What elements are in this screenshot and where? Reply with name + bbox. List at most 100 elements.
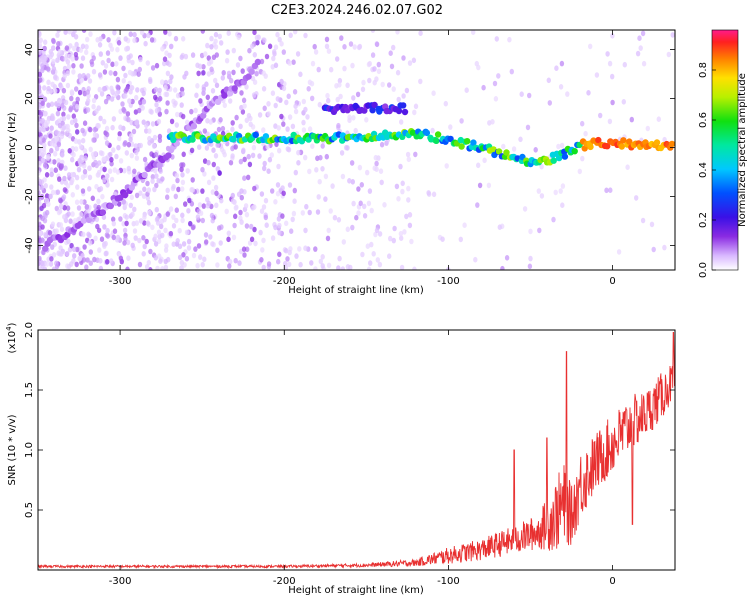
spectrogram-cell (368, 260, 373, 266)
spectrogram-feature-cell (254, 58, 262, 66)
spectrogram-feature-cell (587, 143, 594, 151)
spectrogram-cell (270, 90, 276, 96)
spectrogram-cell (121, 78, 126, 84)
spectrogram-cell (288, 32, 293, 39)
spectrogram-cell (243, 203, 249, 209)
spectrogram-cell (371, 251, 376, 257)
spectrogram-cell (277, 147, 282, 154)
spectrogram-cell (130, 59, 135, 66)
spectrogram-cell (61, 111, 66, 118)
spectrogram-cell (350, 224, 355, 231)
spectrogram-cell (41, 137, 47, 144)
spectrogram-cell (201, 203, 206, 209)
spectrogram-cell (137, 237, 142, 244)
spectrogram-cell (52, 159, 57, 165)
spectrogram-cell (40, 67, 45, 74)
spectrogram-cell (496, 73, 501, 79)
spectrogram-cell (310, 95, 315, 102)
spectrogram-cell (277, 251, 282, 258)
spectrogram-cell (257, 153, 262, 159)
spectrogram-cell (149, 151, 154, 157)
spectrogram-cell (303, 245, 308, 251)
spectrogram-cell (134, 155, 140, 161)
spectrogram-cell (200, 217, 205, 224)
spectrogram-cell (296, 160, 301, 166)
spectrogram-cell (101, 86, 107, 92)
spectrogram-cell (38, 49, 42, 55)
spectrogram-cell (320, 143, 325, 149)
spectrogram-cell (103, 250, 109, 257)
spectrogram-cell (126, 255, 131, 261)
spectrogram-cell (91, 137, 96, 143)
spectrogram-cell (75, 246, 80, 253)
spectrogram-cell (56, 209, 62, 216)
spectrogram-cell (217, 170, 222, 176)
spectrogram-cell (80, 55, 86, 61)
spectrogram-cell (40, 118, 45, 124)
spectrogram-cell (233, 257, 238, 264)
spectrogram-cell (73, 34, 79, 40)
spectrogram-cell (202, 256, 207, 263)
spectrogram-cell (527, 263, 533, 270)
spectrogram-cell (169, 118, 175, 125)
spectrogram-cell (273, 224, 278, 231)
spectrogram-cell (123, 236, 128, 242)
spectrogram-cell (247, 47, 252, 54)
spectrogram-cell (38, 42, 42, 48)
spectrogram-cell (41, 122, 47, 129)
spectrogram-cell (649, 221, 655, 228)
spectrogram-cell (473, 256, 478, 263)
spectrogram-feature-cell (620, 137, 627, 144)
spectrogram-cell (188, 220, 193, 227)
spectrogram-cell (144, 264, 150, 270)
spectrogram-cell (316, 66, 321, 73)
spectrogram-feature-cell (495, 148, 503, 155)
spectrogram-cell (246, 112, 252, 119)
spectrogram-cell (57, 122, 63, 129)
spectrogram-cell (122, 240, 127, 246)
spectrogram-cell (337, 82, 342, 88)
spectrogram-cell (39, 194, 45, 201)
spectrogram-cell (66, 172, 72, 178)
spectrogram-feature-cell (156, 162, 163, 169)
spectrogram-cell (189, 187, 194, 193)
spectrogram-cell (200, 30, 205, 34)
spectrogram-cell (276, 163, 281, 170)
spectrogram-cell (77, 157, 82, 164)
spectrogram-cell (177, 227, 182, 234)
spectrogram-cell (174, 217, 179, 224)
spectrogram-cell (430, 127, 435, 134)
spectrogram-cell (159, 223, 164, 230)
spectrogram-cell (72, 218, 78, 224)
spectrogram-cell (141, 235, 146, 241)
spectrogram-cell (287, 182, 293, 188)
spectrogram-cell (149, 37, 155, 43)
spectrogram-cell (320, 253, 325, 260)
spectrogram-cell (370, 30, 376, 33)
spectrogram-cell (177, 243, 183, 250)
spectrogram-cell (367, 60, 372, 67)
spectrogram-cell (253, 240, 258, 247)
spectrogram-cell (166, 128, 172, 134)
spectrogram-cell (412, 266, 417, 270)
spectrogram-cell (238, 158, 244, 165)
spectrogram-cell (77, 255, 82, 262)
spectrogram-cell (42, 96, 48, 103)
spectrogram-cell (558, 84, 564, 90)
spectrogram-cell (301, 98, 306, 105)
spectrogram-cell (528, 255, 533, 262)
spectrogram-cell (50, 115, 56, 122)
spectrogram-cell (273, 199, 278, 205)
spectrogram-cell (109, 85, 114, 92)
spectrogram-cell (55, 135, 60, 142)
spectrogram-cell (114, 153, 119, 160)
spectrogram-cell (38, 88, 42, 94)
spectrogram-cell (163, 227, 168, 234)
spectrogram-cell (246, 174, 251, 181)
spectrogram-cell (255, 39, 260, 46)
spectrogram-cell (111, 147, 116, 153)
spectrogram-cell (42, 142, 47, 149)
spectrogram-cell (651, 246, 656, 253)
spectrogram-cell (409, 238, 414, 245)
spectrogram-cell (179, 102, 184, 108)
